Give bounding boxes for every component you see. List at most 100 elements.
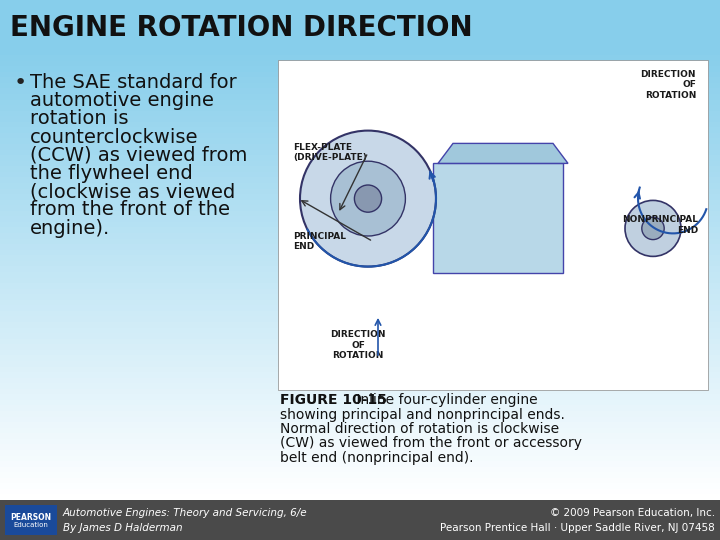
- Bar: [0, 372, 720, 377]
- Bar: [0, 333, 720, 339]
- Bar: [0, 205, 720, 211]
- Bar: [0, 489, 720, 495]
- Bar: [0, 133, 720, 138]
- Bar: [0, 244, 720, 249]
- Bar: [0, 172, 720, 177]
- Bar: [0, 433, 720, 439]
- Bar: [0, 355, 720, 361]
- Bar: [0, 305, 720, 311]
- Bar: [0, 367, 720, 372]
- Bar: [0, 394, 720, 400]
- Bar: [0, 83, 720, 89]
- Bar: [0, 144, 720, 150]
- Bar: [0, 467, 720, 472]
- Bar: [0, 72, 720, 77]
- Text: (CW) as viewed from the front or accessory: (CW) as viewed from the front or accesso…: [280, 436, 582, 450]
- Bar: [0, 161, 720, 166]
- Bar: [0, 211, 720, 217]
- Text: from the front of the: from the front of the: [30, 200, 230, 219]
- Bar: [0, 495, 720, 500]
- Bar: [0, 389, 720, 394]
- Text: NONPRINCIPAL
END: NONPRINCIPAL END: [622, 215, 698, 235]
- Bar: [0, 77, 720, 83]
- Text: FLEX-PLATE
(DRIVE-PLATE): FLEX-PLATE (DRIVE-PLATE): [293, 143, 367, 162]
- Bar: [0, 400, 720, 406]
- Text: PEARSON: PEARSON: [10, 512, 52, 522]
- Text: the flywheel end: the flywheel end: [30, 164, 193, 183]
- Bar: [0, 478, 720, 483]
- Text: (CCW) as viewed from: (CCW) as viewed from: [30, 146, 248, 165]
- Bar: [0, 127, 720, 133]
- Bar: [0, 377, 720, 383]
- Bar: [0, 111, 720, 116]
- Bar: [433, 164, 563, 273]
- Bar: [0, 116, 720, 122]
- Text: Automotive Engines: Theory and Servicing, 6/e: Automotive Engines: Theory and Servicing…: [63, 508, 307, 518]
- Text: Normal direction of rotation is clockwise: Normal direction of rotation is clockwis…: [280, 422, 559, 436]
- Bar: [0, 222, 720, 227]
- Bar: [0, 288, 720, 294]
- Bar: [0, 450, 720, 456]
- Bar: [0, 99, 720, 105]
- Polygon shape: [438, 144, 568, 164]
- Bar: [0, 266, 720, 272]
- Bar: [0, 194, 720, 200]
- Bar: [0, 350, 720, 355]
- Text: Pearson Prentice Hall · Upper Saddle River, NJ 07458: Pearson Prentice Hall · Upper Saddle Riv…: [440, 523, 715, 533]
- Bar: [0, 60, 720, 66]
- Bar: [0, 483, 720, 489]
- Bar: [0, 94, 720, 99]
- Bar: [0, 406, 720, 411]
- Text: Education: Education: [14, 522, 48, 528]
- Bar: [0, 461, 720, 467]
- Circle shape: [625, 200, 681, 256]
- Bar: [0, 272, 720, 278]
- Text: •: •: [14, 73, 27, 93]
- Bar: [0, 472, 720, 478]
- Circle shape: [300, 131, 436, 267]
- Circle shape: [354, 185, 382, 212]
- Text: © 2009 Pearson Education, Inc.: © 2009 Pearson Education, Inc.: [550, 508, 715, 518]
- Bar: [0, 155, 720, 161]
- Bar: [0, 411, 720, 416]
- Bar: [0, 422, 720, 428]
- Bar: [0, 322, 720, 328]
- Bar: [0, 294, 720, 300]
- Circle shape: [642, 217, 665, 240]
- Bar: [278, 60, 708, 390]
- Bar: [0, 311, 720, 316]
- Bar: [0, 150, 720, 155]
- Bar: [0, 383, 720, 389]
- Text: rotation is: rotation is: [30, 110, 128, 129]
- Text: By James D Halderman: By James D Halderman: [63, 523, 183, 533]
- Bar: [0, 166, 720, 172]
- Bar: [0, 188, 720, 194]
- Text: DIRECTION
OF
ROTATION: DIRECTION OF ROTATION: [330, 330, 386, 360]
- Bar: [0, 261, 720, 266]
- Bar: [0, 200, 720, 205]
- Bar: [0, 233, 720, 239]
- Bar: [0, 345, 720, 350]
- Text: DIRECTION
OF
ROTATION: DIRECTION OF ROTATION: [641, 70, 696, 100]
- Text: showing principal and nonprincipal ends.: showing principal and nonprincipal ends.: [280, 408, 565, 422]
- Bar: [0, 122, 720, 127]
- Bar: [0, 183, 720, 188]
- Bar: [0, 0, 720, 55]
- Text: Inline four-cylinder engine: Inline four-cylinder engine: [352, 393, 538, 407]
- Bar: [0, 278, 720, 283]
- Bar: [0, 66, 720, 72]
- Bar: [0, 361, 720, 367]
- Bar: [0, 227, 720, 233]
- Text: (clockwise as viewed: (clockwise as viewed: [30, 182, 235, 201]
- Text: belt end (nonprincipal end).: belt end (nonprincipal end).: [280, 451, 474, 465]
- Bar: [0, 300, 720, 305]
- Bar: [0, 500, 720, 540]
- Text: ENGINE ROTATION DIRECTION: ENGINE ROTATION DIRECTION: [10, 14, 472, 42]
- Bar: [0, 416, 720, 422]
- Text: engine).: engine).: [30, 219, 110, 238]
- Bar: [5, 505, 57, 535]
- Bar: [0, 217, 720, 222]
- Bar: [0, 255, 720, 261]
- Bar: [0, 456, 720, 461]
- Text: The SAE standard for: The SAE standard for: [30, 73, 237, 92]
